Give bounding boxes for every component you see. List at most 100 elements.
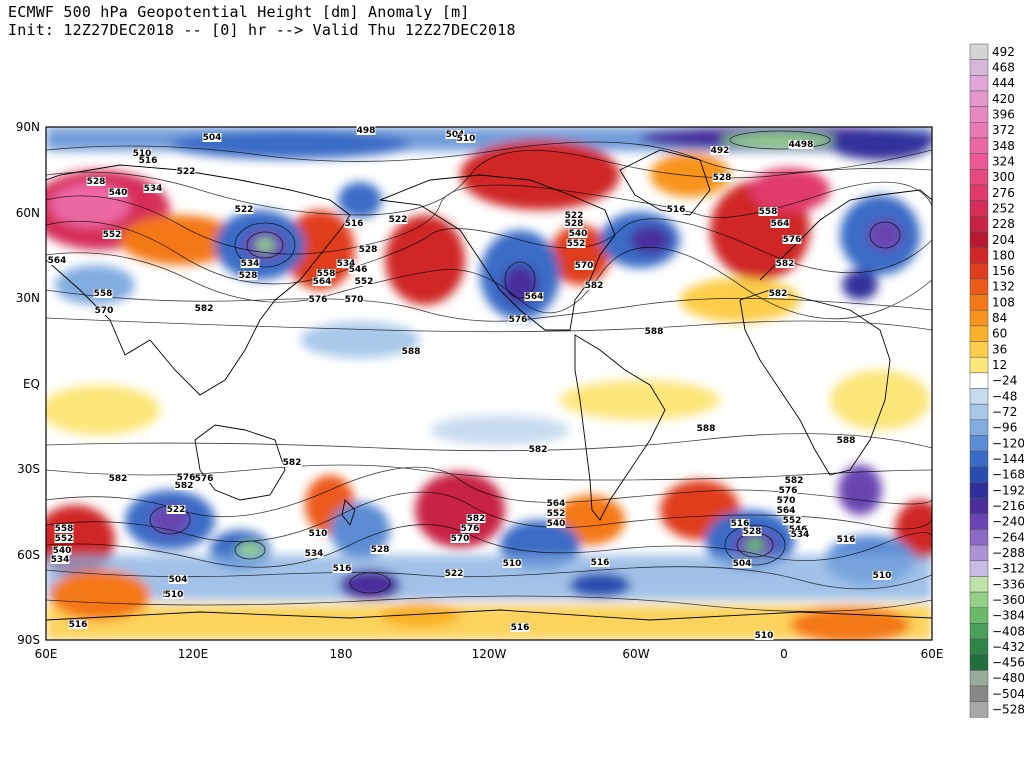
contour-label: 552 <box>103 230 122 240</box>
contour-label: 576 <box>783 235 802 245</box>
colorbar-swatch <box>969 153 989 170</box>
colorbar-swatch <box>969 607 989 624</box>
anom-pacific-light-neg <box>300 322 420 358</box>
contour-label: 582 <box>776 259 795 269</box>
contour-label-bg <box>312 277 332 286</box>
contour-570-sh <box>46 466 932 518</box>
colorbar-swatch <box>969 325 989 342</box>
contour-label-bg <box>52 546 72 555</box>
contour-label: 534 <box>241 259 260 269</box>
contour-552-sh <box>46 491 932 543</box>
contour-label-bg <box>460 524 480 533</box>
contour-label-bg <box>730 519 750 528</box>
coast-antarctica <box>46 609 932 621</box>
contour-label: 516 <box>591 558 610 568</box>
contour-label: 516 <box>69 620 88 630</box>
contour-label-bg <box>754 631 774 640</box>
colorbar-swatch <box>969 341 989 358</box>
colorbar-label: 420 <box>992 92 1015 106</box>
contour-label-bg <box>546 509 566 518</box>
contour-label-bg <box>176 167 196 176</box>
contour-label-bg <box>370 545 390 554</box>
anom-siberia-arctic-neg <box>830 130 930 160</box>
contour-label-bg <box>388 215 408 224</box>
contour-label-bg <box>524 292 544 301</box>
contour-label: 576 <box>779 486 798 496</box>
contour-arctic-vortex <box>729 130 831 150</box>
colorbar-label: −144 <box>992 452 1024 466</box>
colorbar-label: 492 <box>992 45 1015 59</box>
colorbar-label: −120 <box>992 436 1024 450</box>
colorbar-swatch <box>969 169 989 186</box>
anom-russia-neg-core <box>867 219 903 251</box>
lon-label: 120W <box>472 647 507 661</box>
contour-label-bg <box>168 575 188 584</box>
coast-greenland <box>619 149 711 216</box>
colorbar-swatch <box>969 90 989 107</box>
contour-label-bg <box>794 140 814 149</box>
lat-label: 30N <box>16 291 40 305</box>
contour-label-bg <box>836 436 856 445</box>
colorbar-label: 324 <box>992 154 1015 168</box>
coast-south-america <box>574 334 666 521</box>
contour-label: 570 <box>575 261 594 271</box>
contour-label: 516 <box>837 535 856 545</box>
contour-low-ross <box>349 572 391 594</box>
contour-label-bg <box>502 559 522 568</box>
contour-label-bg <box>234 205 254 214</box>
anom-ross-sea-neg <box>340 570 400 600</box>
coast-asia <box>46 164 351 396</box>
colorbar-label: −384 <box>992 609 1024 623</box>
contour-label-bg <box>768 289 788 298</box>
anom-tibet-neg <box>55 265 135 305</box>
contour-label: 534 <box>305 549 324 559</box>
colorbar-label: −240 <box>992 515 1024 529</box>
colorbar-swatch <box>969 231 989 248</box>
colorbar-swatch <box>969 388 989 405</box>
contour-label: 582 <box>785 476 804 486</box>
colorbar-label: −72 <box>992 405 1017 419</box>
contour-label: 540 <box>109 188 128 198</box>
colorbar-label: 180 <box>992 248 1015 262</box>
contour-label: 570 <box>95 306 114 316</box>
colorbar-swatch <box>969 59 989 76</box>
colorbar-swatch <box>969 75 989 92</box>
contour-label-bg <box>732 559 752 568</box>
contour-label-bg <box>788 525 808 534</box>
contour-label-bg <box>304 549 324 558</box>
contour-label: 552 <box>567 239 586 249</box>
colorbar-swatch <box>969 670 989 687</box>
anom-japan-neg-green <box>255 238 275 252</box>
colorbar-swatch <box>969 529 989 546</box>
contour-label-bg <box>712 173 732 182</box>
contour-label: 588 <box>697 424 716 434</box>
contour-label-bg <box>466 514 486 523</box>
colorbar-label: 468 <box>992 60 1015 74</box>
anom-spac-pos <box>415 472 505 548</box>
anom-iceland-pos <box>750 168 830 212</box>
anom-antarctic-pos-3 <box>380 603 460 627</box>
contour-510-sh <box>46 595 932 612</box>
colorbar-swatch <box>969 701 989 718</box>
colorbar-swatch <box>969 403 989 421</box>
contour-label-bg <box>93 289 113 298</box>
colorbar-swatch <box>969 216 989 233</box>
colorbar-label: −24 <box>992 374 1017 388</box>
contour-582-nh <box>46 317 932 333</box>
contour-label: 534 <box>791 530 810 540</box>
contour-label-bg <box>132 149 152 158</box>
contour-label: 570 <box>777 496 796 506</box>
anom-weddell-neg-green <box>745 538 765 552</box>
contour-label: 546 <box>349 265 368 275</box>
lat-label: 30S <box>17 462 40 476</box>
contour-label: 582 <box>769 289 788 299</box>
colorbar-label: 372 <box>992 123 1015 137</box>
anom-southern-ocean-neg <box>46 555 932 600</box>
colorbar-label: 204 <box>992 233 1015 247</box>
contour-label-bg <box>282 458 302 467</box>
contour-label: 498 <box>357 126 376 136</box>
contour-label: 540 <box>569 229 588 239</box>
colorbar-label: 444 <box>992 76 1015 90</box>
contour-label: 510 <box>165 590 184 600</box>
lon-label: 120E <box>178 647 209 661</box>
